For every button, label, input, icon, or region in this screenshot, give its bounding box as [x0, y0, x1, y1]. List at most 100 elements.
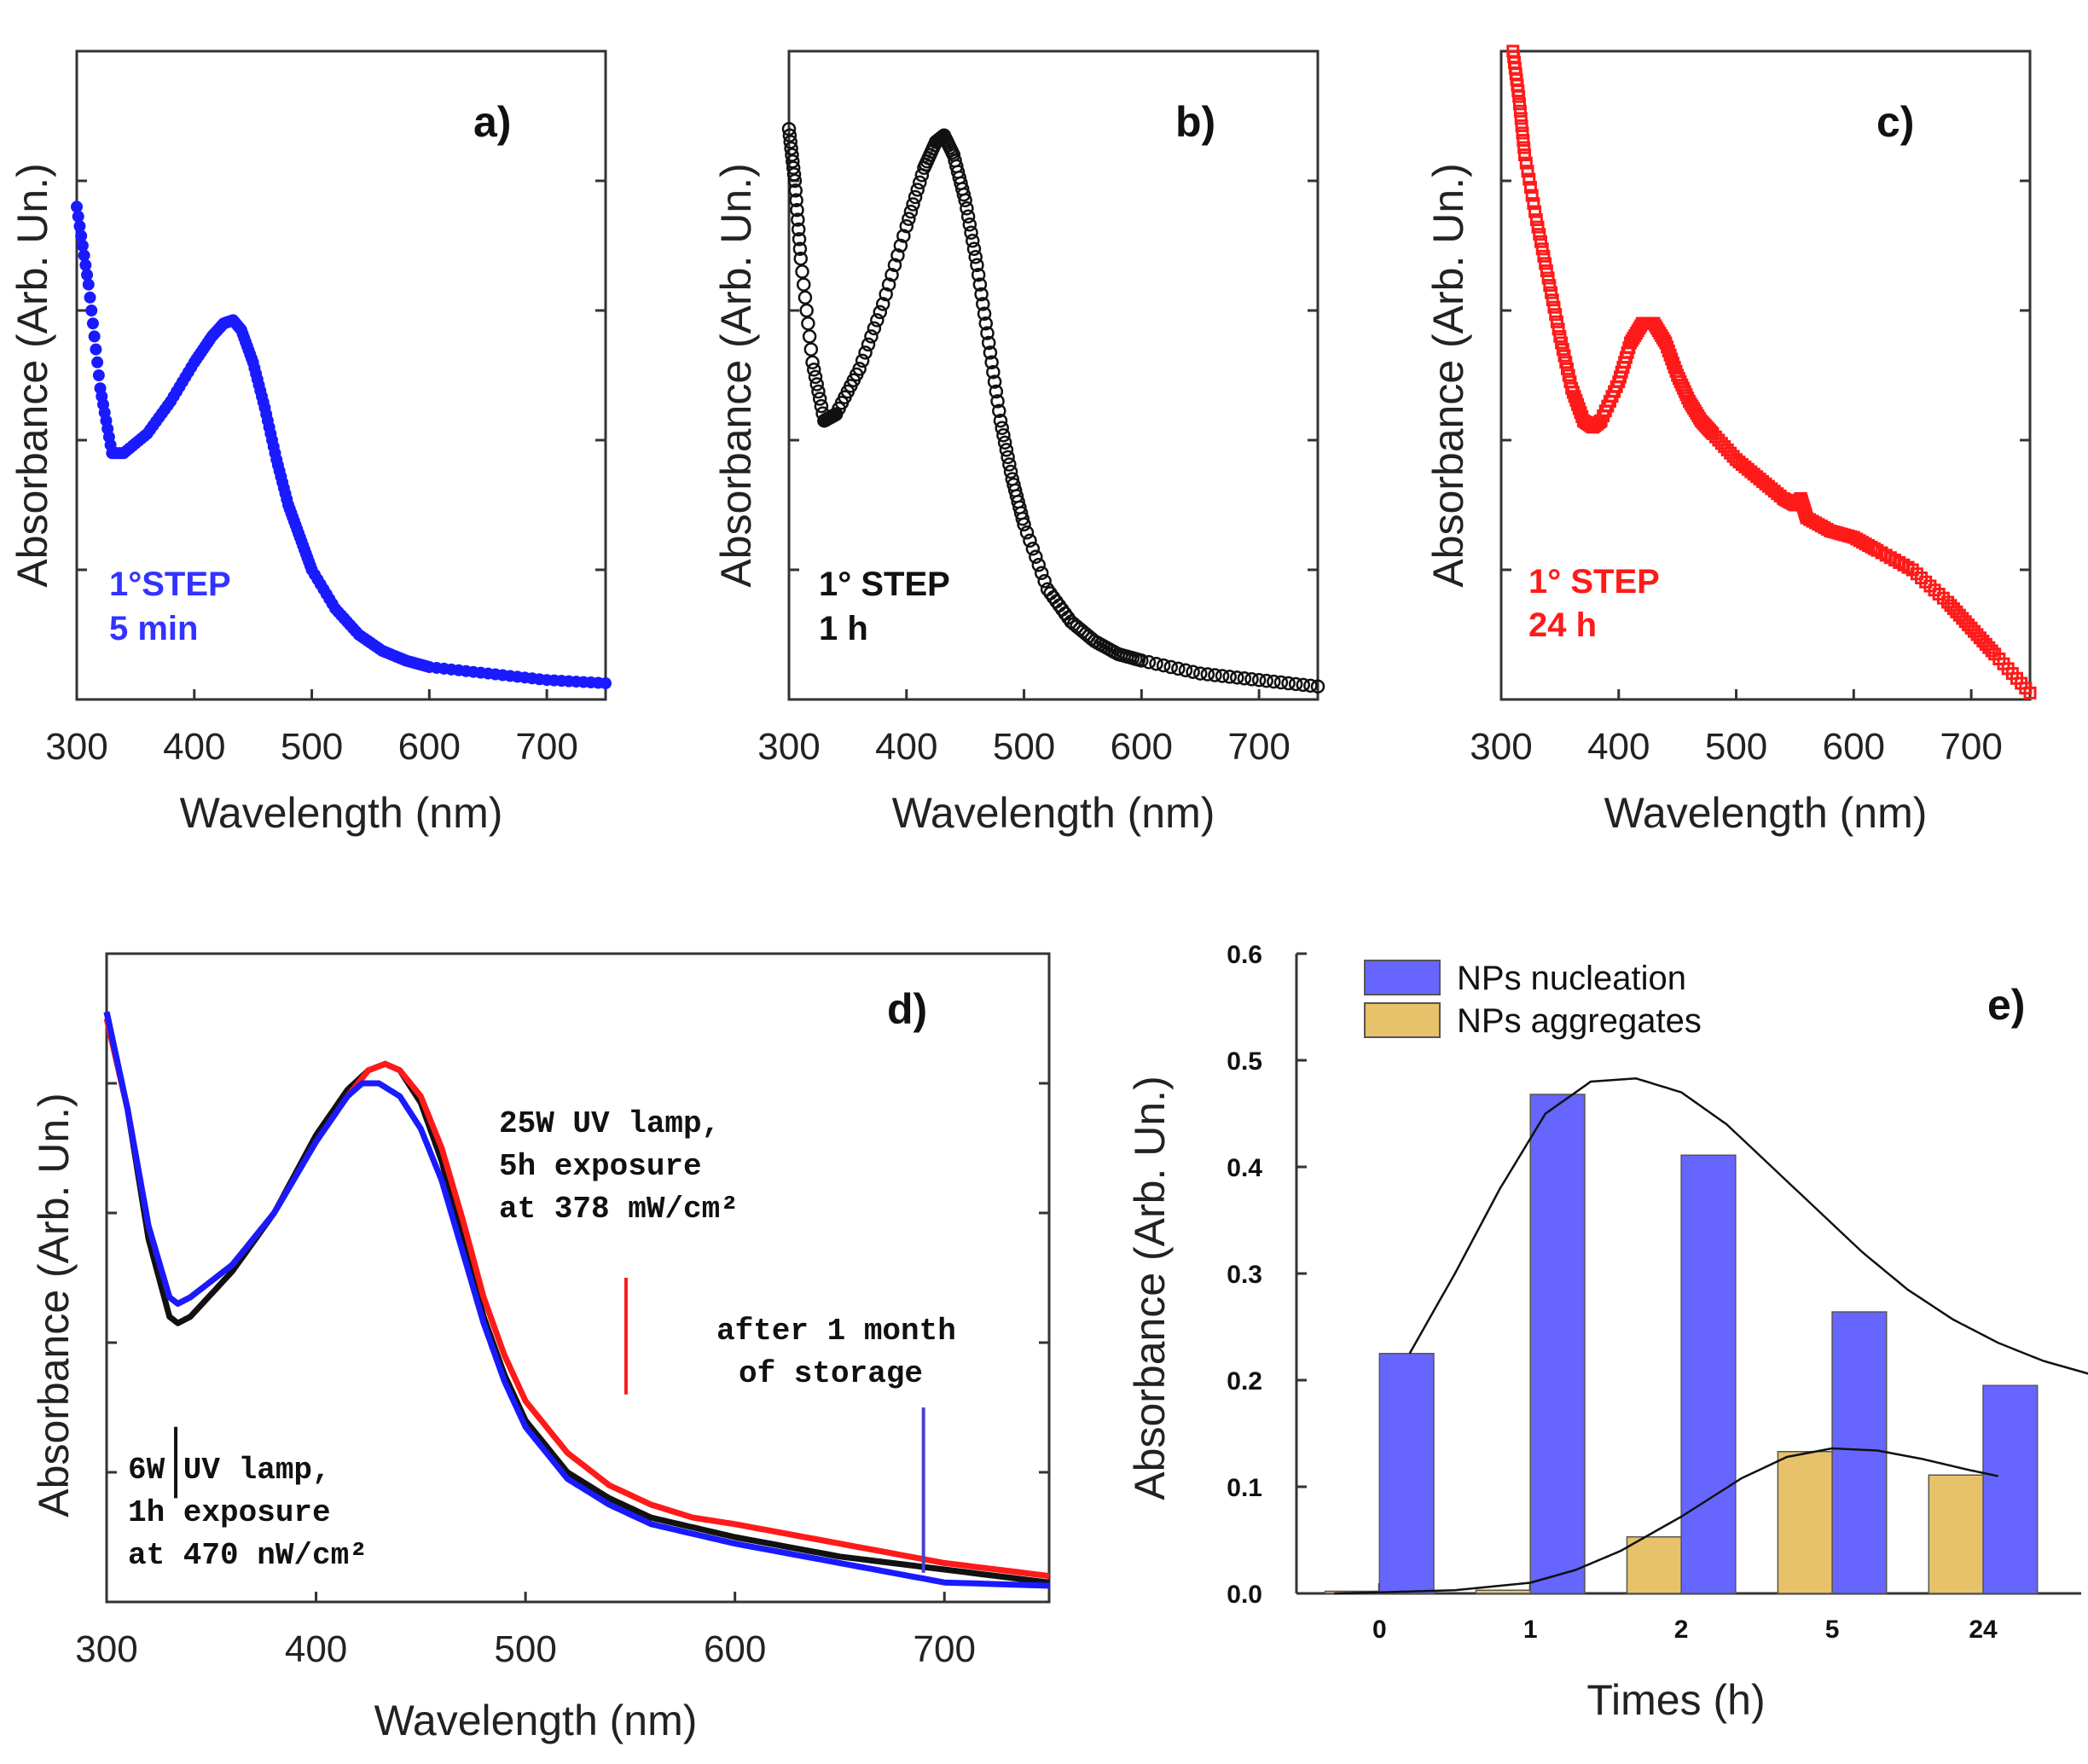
data-point [960, 209, 976, 224]
data-point [808, 369, 823, 385]
bar-aggregates [1777, 1451, 1833, 1594]
panel-a-ticks: 300 400 500 600 700 [45, 179, 606, 768]
data-point [2023, 686, 2037, 699]
annotation-6w-line3: at 470 nW/cm² [128, 1538, 368, 1573]
data-point [974, 287, 989, 302]
data-point [1519, 156, 1533, 170]
panel-a-spectrum: a) Wavelength (nm) Absorbance (Arb. Un.)… [9, 49, 612, 837]
data-point [1163, 659, 1179, 675]
data-point [855, 353, 870, 368]
data-point [906, 197, 920, 212]
x-tick-label: 700 [1940, 726, 2002, 768]
data-point [1134, 653, 1149, 668]
data-point [1985, 644, 1998, 658]
data-point [781, 121, 797, 136]
annotation-6w-line1: 6W UV lamp, [128, 1453, 331, 1488]
data-point [782, 128, 798, 143]
data-point [85, 305, 98, 316]
data-point [867, 321, 882, 336]
x-tick-label: 500 [1705, 726, 1767, 768]
panel-d-xlabel: Wavelength (nm) [374, 1697, 698, 1744]
panel-e-marks [1324, 1077, 2088, 1595]
panel-a-xlabel: Wavelength (nm) [180, 789, 503, 837]
data-point [1515, 119, 1528, 132]
data-point [968, 250, 983, 264]
data-point [1025, 542, 1041, 556]
data-point [1141, 655, 1157, 670]
data-point [1553, 329, 1567, 343]
data-point [1534, 235, 1547, 248]
panel-c-ylabel: Absorbance (Arb. Un.) [1424, 163, 1472, 587]
annotation-25w-line2: 5h exposure [499, 1149, 702, 1184]
data-point [1545, 286, 1558, 299]
x-tick-label: 500 [494, 1628, 556, 1670]
data-point [811, 384, 826, 399]
data-point [1296, 677, 1311, 693]
panel-a-annotation-line1: 1°STEP [109, 566, 231, 603]
data-point [1251, 672, 1267, 688]
data-point [784, 141, 798, 156]
data-point [1546, 293, 1559, 307]
data-point [1000, 450, 1015, 465]
data-point [1547, 300, 1561, 314]
data-point [997, 435, 1012, 450]
data-point [1003, 464, 1018, 479]
data-point [1281, 676, 1296, 691]
bar-aggregates [1928, 1474, 1984, 1594]
x-tick-label: 300 [757, 726, 820, 768]
data-point [989, 384, 1004, 399]
data-point [1531, 220, 1545, 234]
data-point [1171, 661, 1186, 676]
x-tick-label: 1 [1523, 1616, 1538, 1644]
data-point [1514, 112, 1528, 125]
data-point [873, 305, 888, 320]
data-point [971, 267, 986, 282]
y-tick-label: 0.4 [1227, 1154, 1262, 1182]
data-point [1550, 315, 1563, 328]
panel-d-label: d) [887, 985, 927, 1033]
data-point [858, 345, 873, 360]
data-point [887, 258, 902, 273]
bar-aggregates [1626, 1536, 1682, 1594]
data-point [803, 342, 819, 357]
data-point [984, 355, 999, 370]
panel-b-annotation-line1: 1° STEP [819, 566, 950, 603]
data-point [1533, 228, 1546, 241]
panel-a-annotation-line2: 5 min [109, 610, 198, 647]
bar-nucleation [1529, 1094, 1586, 1594]
data-point [1549, 308, 1563, 322]
data-point [792, 241, 808, 257]
x-tick-label: 300 [75, 1628, 137, 1670]
y-tick-label: 0.5 [1227, 1047, 1262, 1076]
data-point [990, 394, 1005, 409]
panel-c-xlabel: Wavelength (nm) [1604, 789, 1928, 837]
data-point [995, 421, 1009, 435]
data-point [82, 278, 95, 291]
data-point [1222, 670, 1237, 684]
x-tick-label: 24 [1969, 1616, 1998, 1644]
data-point [1559, 356, 1573, 369]
panel-c-annotation-line1: 1° STEP [1528, 563, 1660, 601]
data-point [896, 229, 911, 243]
data-point [790, 202, 804, 218]
data-point [1149, 656, 1163, 671]
data-point [964, 225, 978, 241]
data-point [1230, 670, 1244, 685]
data-point [996, 428, 1011, 443]
data-point [788, 183, 803, 198]
data-point [999, 443, 1014, 457]
data-point [1034, 566, 1049, 581]
data-point [1517, 141, 1531, 154]
x-tick-label: 2 [1674, 1616, 1689, 1644]
data-point [1215, 669, 1230, 683]
x-tick-label: 700 [914, 1628, 976, 1670]
data-point [814, 398, 829, 414]
panel-c-label: c) [1876, 98, 1914, 146]
data-point [875, 297, 890, 311]
data-point [1303, 678, 1318, 693]
x-tick-label: 5 [1825, 1616, 1840, 1644]
data-point [1267, 674, 1281, 689]
legend-label-nucleation: NPs nucleation [1457, 960, 1686, 997]
data-point [785, 148, 799, 162]
